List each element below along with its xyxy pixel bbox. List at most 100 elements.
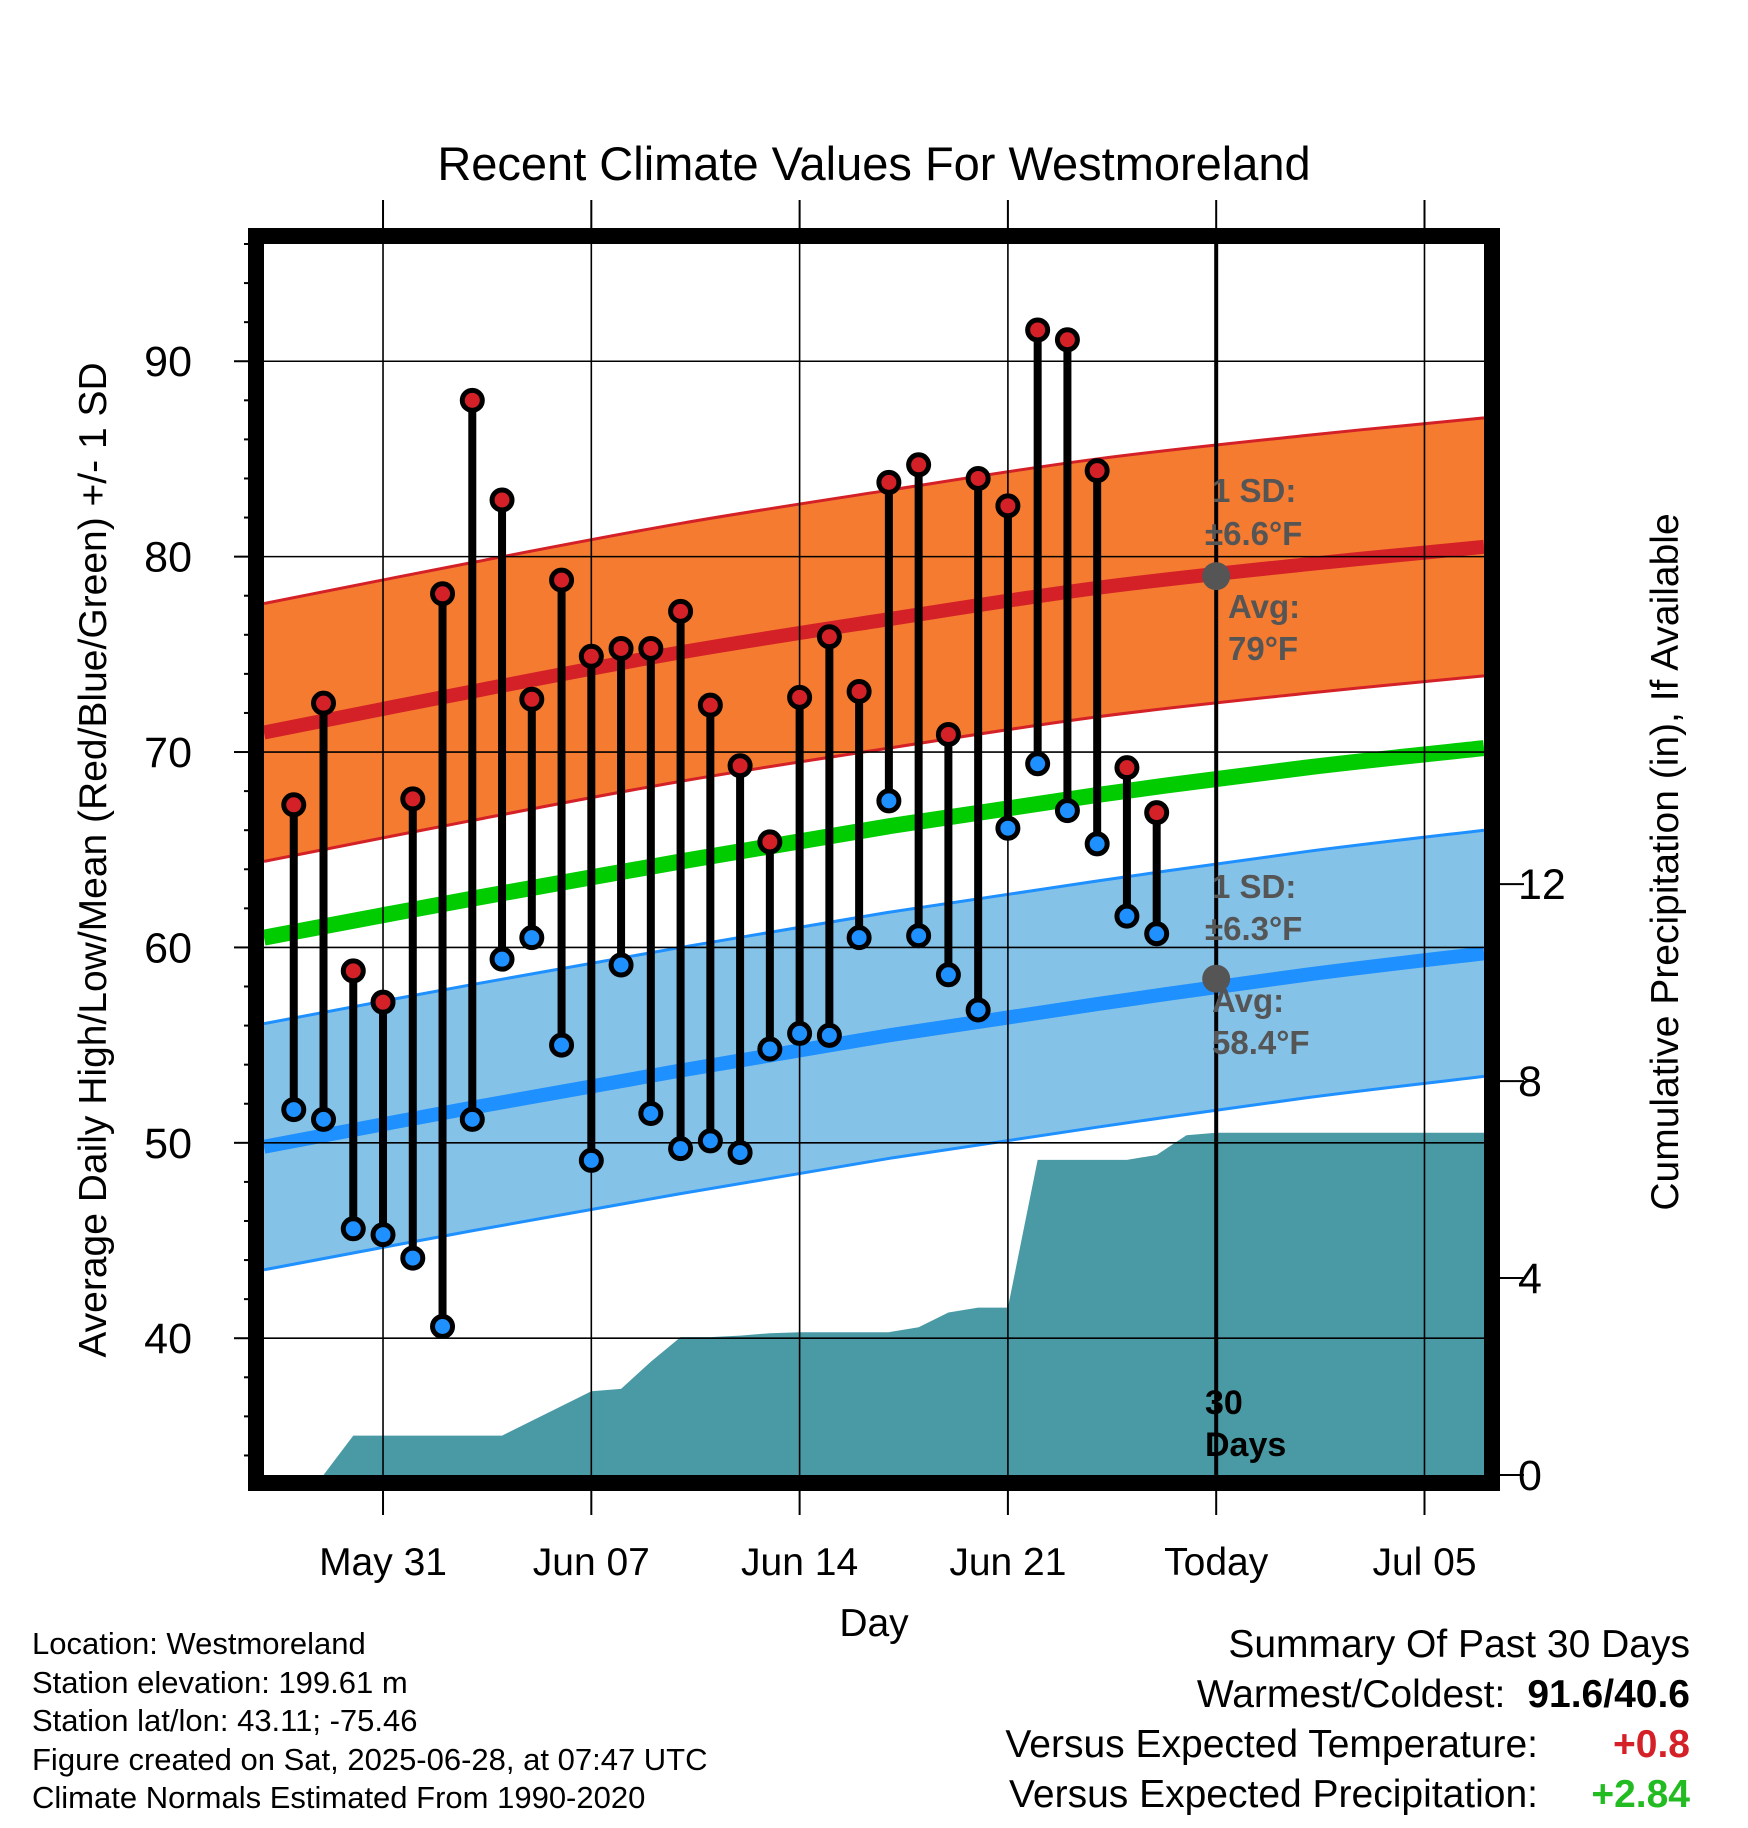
low-avg-label: Avg:	[1212, 982, 1284, 1019]
high-sd-value: ±6.6°F	[1205, 515, 1302, 552]
daily-high-point	[906, 452, 932, 478]
daily-high-point	[608, 635, 634, 661]
daily-low-point	[816, 1022, 842, 1048]
precip-area	[323, 1132, 1484, 1475]
daily-low-point	[1084, 831, 1110, 857]
daily-high-point	[459, 387, 485, 413]
daily-low-point	[757, 1036, 783, 1062]
station-info: Location: Westmoreland Station elevation…	[32, 1625, 708, 1818]
daily-low-point	[965, 997, 991, 1023]
daily-low-point	[638, 1101, 664, 1127]
y-tick-label: 80	[144, 534, 192, 582]
temp-anomaly-value: +0.8	[1613, 1723, 1690, 1766]
daily-low-point	[489, 946, 515, 972]
low-avg-value: 58.4°F	[1212, 1024, 1310, 1061]
daily-low-point	[430, 1313, 456, 1339]
daily-high-point	[935, 721, 961, 747]
daily-high-point	[519, 686, 545, 712]
daily-high-point	[816, 624, 842, 650]
daily-high-point	[370, 989, 396, 1015]
daily-low-point	[727, 1140, 753, 1166]
daily-low-point	[668, 1136, 694, 1162]
high-avg-label: Avg:	[1228, 588, 1300, 625]
x-tick-label: May 31	[319, 1541, 447, 1584]
y-tick-label: 60	[144, 924, 192, 972]
x-tick-label: Jun 14	[741, 1541, 858, 1584]
daily-high-point	[668, 598, 694, 624]
normals-text: Climate Normals Estimated From 1990-2020	[32, 1780, 646, 1815]
high-sd-label: 1 SD:	[1212, 472, 1296, 509]
daily-high-point	[638, 635, 664, 661]
high-sd-band	[264, 417, 1484, 862]
daily-low-point	[578, 1147, 604, 1173]
chart-title: Recent Climate Values For Westmoreland	[437, 137, 1310, 190]
daily-high-point	[311, 690, 337, 716]
daily-high-point	[1144, 800, 1170, 826]
x-axis-label: Day	[839, 1602, 909, 1645]
daily-low-point	[281, 1097, 307, 1123]
days-label-line: 30	[1205, 1384, 1243, 1422]
daily-high-point	[727, 753, 753, 779]
daily-high-point	[430, 581, 456, 607]
x-tick-label: Today	[1164, 1541, 1269, 1584]
precip-anomaly-value: +2.84	[1591, 1773, 1690, 1816]
daily-high-point	[578, 643, 604, 669]
low-avg-marker	[1202, 964, 1231, 993]
daily-high-point	[1025, 317, 1051, 343]
daily-low-point	[995, 815, 1021, 841]
low-sd-value: ±6.3°F	[1205, 910, 1302, 947]
summary-title: Summary Of Past 30 Days	[1228, 1623, 1690, 1666]
y-tick-label: 70	[144, 729, 192, 777]
warm-cold-value: 91.6/40.6	[1527, 1673, 1690, 1716]
daily-high-point	[846, 678, 872, 704]
low-sd-label: 1 SD:	[1212, 868, 1296, 905]
daily-high-point	[1114, 755, 1140, 781]
daily-high-point	[340, 958, 366, 984]
daily-high-point	[757, 829, 783, 855]
y2-axis-label: Cumulative Precipitation (in), If Availa…	[1644, 513, 1687, 1210]
warm-cold-label: Warmest/Coldest:	[1196, 1673, 1506, 1716]
x-tick-label: Jul 05	[1372, 1541, 1476, 1584]
summary-warm-cold: Warmest/Coldest: 91.6/40.6	[1005, 1670, 1690, 1720]
daily-high-point	[489, 487, 515, 513]
daily-high-point	[400, 786, 426, 812]
y-tick-label: 50	[144, 1120, 192, 1168]
daily-low-point	[400, 1245, 426, 1271]
daily-high-point	[281, 792, 307, 818]
y2-tick-label: 4	[1518, 1255, 1542, 1303]
daily-low-point	[906, 923, 932, 949]
x-tick-label: Jun 07	[533, 1541, 650, 1584]
daily-low-point	[608, 952, 634, 978]
summary-temperature: Versus Expected Temperature: +0.8	[1005, 1720, 1690, 1770]
created-text: Figure created on Sat, 2025-06-28, at 07…	[32, 1741, 708, 1777]
high-avg-marker	[1202, 562, 1231, 591]
daily-low-point	[519, 925, 545, 951]
daily-low-point	[549, 1032, 575, 1058]
daily-high-point	[1084, 458, 1110, 484]
summary-precipitation: Versus Expected Precipitation: +2.84	[1005, 1770, 1690, 1820]
low-sd-lower-line	[264, 1074, 1484, 1272]
daily-low-point	[370, 1222, 396, 1248]
days-label: 30 Days	[1205, 1384, 1286, 1464]
daily-low-point	[459, 1106, 485, 1132]
daily-low-point	[935, 962, 961, 988]
daily-low-point	[1144, 921, 1170, 947]
summary-panel: Summary Of Past 30 Days Warmest/Coldest:…	[1005, 1620, 1690, 1820]
y2-tick-label: 12	[1518, 861, 1566, 909]
days-label-line: Days	[1205, 1426, 1286, 1464]
daily-low-point	[1114, 903, 1140, 929]
daily-high-point	[787, 684, 813, 710]
low-sd-band	[264, 830, 1484, 1270]
high-avg-value: 79°F	[1228, 630, 1298, 667]
daily-low-point	[846, 925, 872, 951]
y-axis-label: Average Daily High/Low/Mean (Red/Blue/Gr…	[72, 362, 115, 1357]
latlon-text: Station lat/lon: 43.11; -75.46	[32, 1703, 418, 1738]
daily-low-point	[787, 1020, 813, 1046]
daily-low-point	[1025, 751, 1051, 777]
daily-high-point	[697, 692, 723, 718]
daily-high-point	[995, 493, 1021, 519]
daily-high-point	[965, 465, 991, 491]
daily-low-point	[876, 788, 902, 814]
daily-low-point	[697, 1128, 723, 1154]
